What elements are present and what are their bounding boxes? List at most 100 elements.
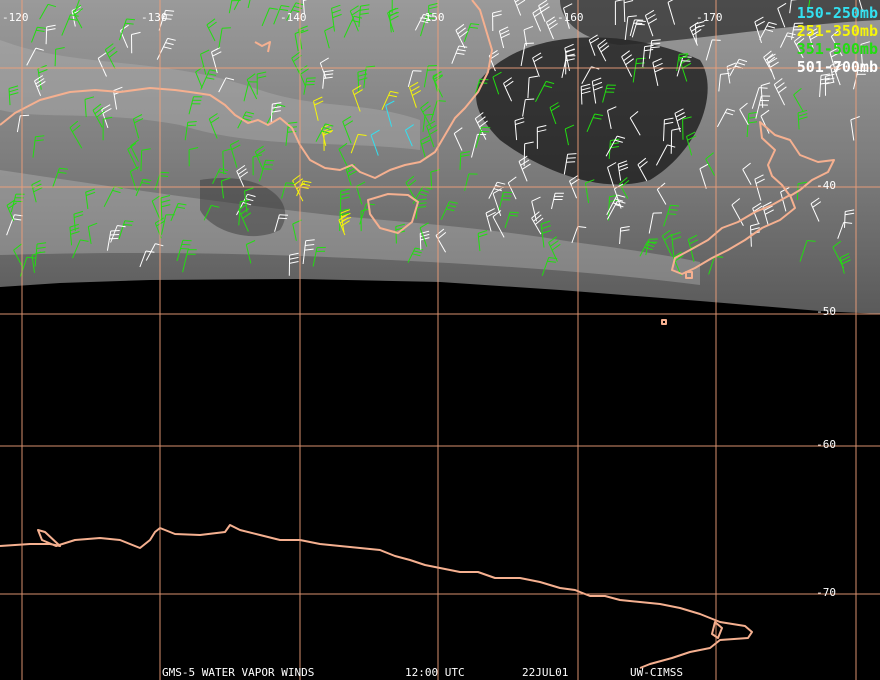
wind-barb [629,19,644,37]
wind-barb [705,152,715,176]
wind-barb [261,7,278,27]
wind-barb [6,199,17,222]
wind-barb [629,111,641,136]
wind-barb [229,139,241,168]
legend-251-350mb: 251-350mb [796,22,878,40]
wind-barb [453,127,463,151]
wind-barb [206,18,217,42]
lat-label-50: -50 [816,305,836,318]
wind-barb [830,29,843,57]
wind-barb [419,222,429,247]
wind-barb [474,112,488,140]
wind-barb [588,34,600,56]
wind-barb [45,24,56,45]
wind-barb [760,82,771,108]
wind-barb [591,77,603,104]
wind-barb [195,66,205,89]
wind-barb [751,87,768,109]
wind-barb [131,31,141,54]
coastlines [0,0,835,669]
wind-barb [652,58,664,87]
small-island [661,319,667,325]
wind-barb [549,102,560,125]
wind-barb [513,0,526,16]
wind-barb [850,116,860,141]
wind-barb [644,9,658,37]
wind-barb [538,0,550,22]
wind-barb [619,177,630,199]
wind-barb [464,173,478,191]
wind-barb [773,78,787,106]
wind-barb [182,249,197,273]
wind-barb [564,124,575,146]
wind-barb [161,214,175,235]
wind-barb [274,214,289,232]
wind-barb [607,106,617,129]
wind-barb [580,83,591,105]
wind-barb [13,243,24,268]
wind-barb [563,3,573,29]
wind-barb [238,199,250,226]
australia-coastline [0,0,493,179]
wind-barb [718,72,730,92]
wind-barb [188,147,199,167]
cape-york-coastline [254,41,271,53]
wind-barb [631,20,646,38]
lon-label-140: -140 [280,11,307,24]
wind-barb [358,4,370,27]
legend-150-250mb: 150-250mb [796,4,878,22]
wind-barb [755,95,771,119]
wind-barb [656,182,667,205]
pressure-legend: 150-250mb 251-350mb 351-500mb 501-700mb [797,4,878,76]
caption-date: 22JUL01 [522,666,569,679]
wind-barb [370,129,380,156]
wind-barb [540,220,552,248]
wind-barb [381,90,399,111]
wind-barb [623,0,634,23]
wind-barb [132,114,144,139]
wind-barb [54,47,65,67]
wind-barb [430,100,446,122]
wind-barb [621,50,634,77]
wind-barb [844,209,855,228]
wind-barb [799,240,816,262]
lon-label-170: -170 [696,11,723,24]
north-island-coastline [759,121,835,197]
wind-barb [607,162,617,189]
wind-barb [504,211,519,228]
antarctica-inlet [711,621,723,639]
wind-barb [212,168,229,185]
wind-barb [810,197,822,222]
wind-barb [670,127,681,154]
wind-barb [451,45,468,64]
wind-barb [85,188,96,210]
wind-barb [220,177,231,199]
wind-barb [819,73,831,98]
wind-barb [739,102,749,126]
wind-barb [563,153,577,175]
wind-barb [584,179,595,204]
wind-barb [793,34,805,59]
wind-barb [151,195,162,222]
south-island-coastline [671,194,796,275]
wind-barb [532,52,543,77]
wind-barb [498,26,511,49]
wind-barb [686,131,697,156]
wind-barb [247,0,251,9]
wind-barb [200,49,210,75]
wind-barb [97,52,107,77]
wind-barb [343,15,363,38]
wind-barb [459,151,470,170]
wind-barb [762,201,774,226]
wind-barb [72,4,84,29]
wind-barb [39,3,57,20]
legend-501-700mb: 501-700mb [796,58,878,76]
wind-barb [674,108,686,133]
wind-barb [387,7,399,33]
wind-barb [759,21,777,40]
wind-barb [218,27,231,49]
wind-barb [233,0,240,11]
caption-satellite: GMS-5 WATER VAPOR WINDS [162,666,315,679]
wind-barb [222,148,232,175]
